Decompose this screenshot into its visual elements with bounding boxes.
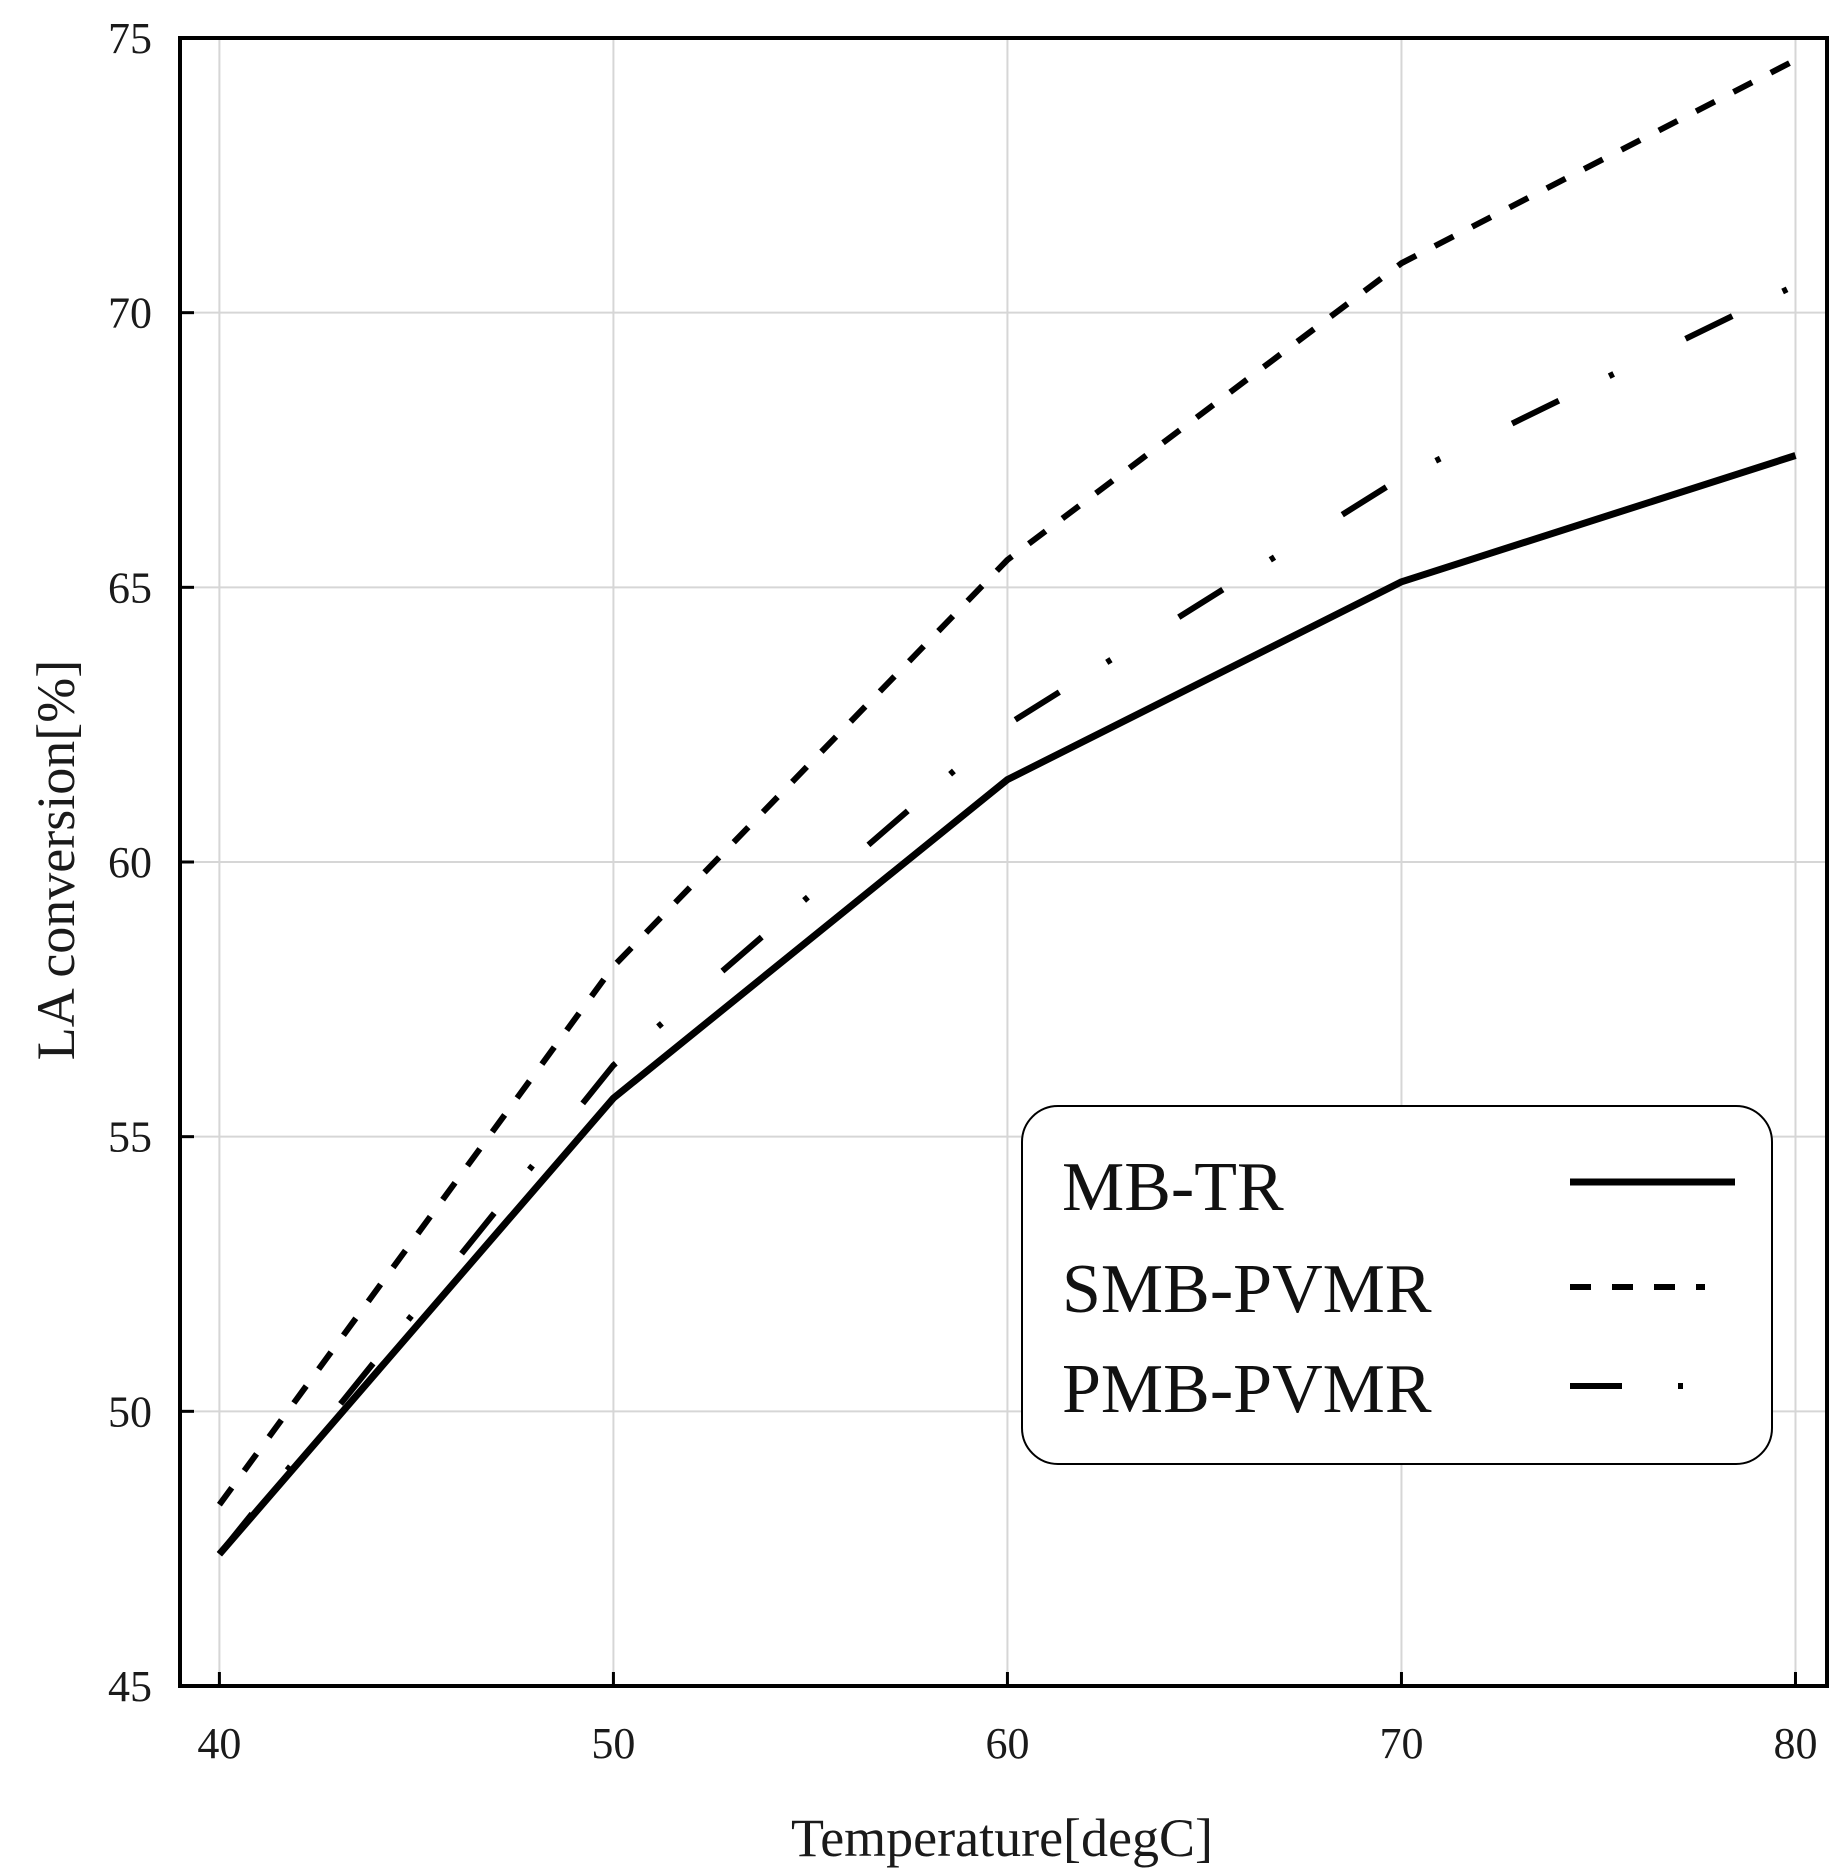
x-tick-label-70: 70 bbox=[1379, 1719, 1423, 1768]
x-tick-label-50: 50 bbox=[591, 1719, 635, 1768]
y-tick-label-65: 65 bbox=[108, 563, 152, 612]
y-tick-label-70: 70 bbox=[108, 289, 152, 338]
legend: MB-TR SMB-PVMR PMB-PVMR bbox=[1021, 1105, 1773, 1465]
x-tick-label-40: 40 bbox=[197, 1719, 241, 1768]
legend-box bbox=[1021, 1105, 1773, 1465]
series-line-smb-pvmr bbox=[216, 57, 1797, 1507]
y-tick-label-50: 50 bbox=[108, 1387, 152, 1436]
gridlines bbox=[180, 38, 1827, 1686]
legend-label-mb-tr: MB-TR bbox=[1062, 1149, 1284, 1226]
x-tick-label-80: 80 bbox=[1773, 1719, 1817, 1768]
y-tick-label-60: 60 bbox=[108, 838, 152, 887]
y-axis-title: LA conversion[%] bbox=[26, 660, 86, 1060]
tick-labels: 40 50 60 70 80 45 50 55 60 65 70 75 bbox=[108, 14, 1817, 1768]
data-series bbox=[216, 57, 1797, 1557]
series-line-mb-tr bbox=[216, 452, 1797, 1557]
x-tick-label-60: 60 bbox=[985, 1719, 1029, 1768]
legend-label-pmb-pvmr: PMB-PVMR bbox=[1062, 1351, 1432, 1428]
y-tick-label-55: 55 bbox=[108, 1113, 152, 1162]
legend-label-smb-pvmr: SMB-PVMR bbox=[1062, 1251, 1432, 1328]
y-tick-label-75: 75 bbox=[108, 14, 152, 63]
x-axis-title: Temperature[degC] bbox=[791, 1808, 1213, 1868]
y-tick-label-45: 45 bbox=[108, 1662, 152, 1711]
series-line-pmb-pvmr bbox=[217, 282, 1797, 1557]
